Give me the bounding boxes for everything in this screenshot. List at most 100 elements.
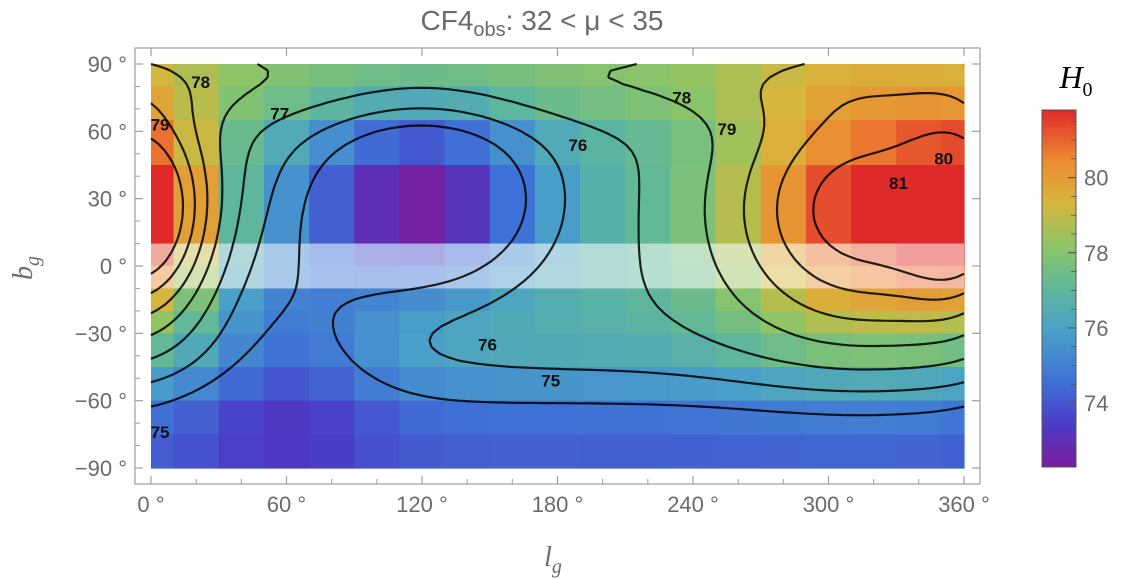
heatmap-cell	[263, 165, 310, 245]
heatmap-cell	[354, 165, 401, 245]
heatmap-cell	[580, 400, 626, 435]
heatmap-cell	[263, 333, 310, 368]
heatmap-cell	[534, 434, 581, 469]
colorbar-title: H0	[1058, 59, 1092, 101]
heatmap-cell	[151, 367, 175, 402]
y-axis-label-sub: g	[22, 256, 44, 266]
heatmap-cell	[805, 434, 852, 469]
heatmap-cell	[715, 165, 762, 245]
colorbar-tick-label: 78	[1084, 241, 1108, 266]
heatmap-cell	[263, 64, 310, 88]
heatmap-cell	[263, 310, 310, 334]
heatmap-cell	[309, 86, 355, 121]
heatmap-cell	[173, 400, 220, 435]
heatmap-cell	[896, 86, 943, 121]
contour-label: 75	[541, 371, 560, 390]
heatmap-cell	[715, 400, 762, 435]
heatmap-cell	[173, 120, 220, 166]
heatmap-cell	[489, 86, 536, 121]
heatmap-cell	[354, 64, 401, 88]
heatmap-cell	[489, 434, 536, 469]
heatmap-cell	[263, 400, 310, 435]
contour-line-81	[150, 131, 965, 281]
heatmap-cell	[399, 86, 446, 121]
y-tick-label: 60 °	[88, 119, 127, 144]
heatmap-cell	[489, 165, 536, 245]
heatmap-cell	[851, 165, 897, 245]
heatmap-cell	[399, 64, 446, 88]
heatmap-cell	[760, 86, 807, 121]
heatmap-cell	[625, 64, 672, 88]
x-tick-label: 180 °	[532, 492, 584, 517]
heatmap-cell	[896, 434, 943, 469]
heatmap-cell	[151, 86, 175, 121]
heatmap-cell	[760, 288, 807, 312]
heatmap-cell	[896, 310, 943, 334]
heatmap-cell	[625, 434, 672, 469]
x-axis-label: lg	[544, 542, 562, 578]
heatmap-cell	[851, 400, 897, 435]
heatmap-cell	[263, 434, 310, 469]
heatmap-cell	[896, 367, 943, 402]
contour-label: 76	[568, 136, 587, 155]
heatmap-cell	[399, 310, 446, 334]
heatmap-cell	[805, 367, 852, 402]
heatmap-cell	[309, 165, 355, 245]
heatmap-cell	[309, 288, 355, 312]
heatmap-cell	[625, 165, 672, 245]
heatmap-cell	[670, 367, 717, 402]
contour-label: 78	[191, 73, 210, 92]
heatmap-cell	[444, 64, 491, 88]
colorbar: H0 74 76 78 80	[1041, 59, 1108, 468]
heatmap-cell	[896, 165, 943, 245]
heatmap-cell	[715, 86, 762, 121]
contour-label: 80	[934, 149, 953, 168]
heatmap-cell	[354, 400, 401, 435]
heatmap-cell	[444, 288, 491, 312]
heatmap-cell	[444, 120, 491, 166]
galactic-plane-mask	[151, 243, 964, 289]
y-axis-label-main: b	[8, 266, 39, 280]
heatmap-cell	[534, 64, 581, 88]
heatmap-cell	[941, 434, 965, 469]
heatmap-cell	[489, 367, 536, 402]
heatmap-cell	[760, 310, 807, 334]
contour-line-76	[150, 107, 965, 393]
heatmap-cell	[580, 434, 626, 469]
heatmap-cell	[851, 367, 897, 402]
y-tick-label: 30 °	[88, 187, 127, 212]
heatmap-cell	[534, 333, 581, 368]
heatmap-cell	[354, 367, 401, 402]
heatmap-cell	[941, 64, 965, 88]
heatmap-cell	[670, 64, 717, 88]
contour-label: 75	[151, 423, 170, 442]
heatmap-cell	[173, 288, 220, 312]
heatmap-cell	[309, 400, 355, 435]
x-tick-label: 0 °	[137, 492, 164, 517]
x-tick-label: 360 °	[938, 492, 990, 517]
heatmap-cell	[670, 165, 717, 245]
heatmap-cell	[760, 400, 807, 435]
heatmap-cell	[263, 288, 310, 312]
contour-label: 76	[478, 336, 497, 355]
contour-lines	[150, 62, 965, 417]
heatmap-cell	[805, 120, 852, 166]
heatmap-cell	[625, 400, 672, 435]
heatmap-cell	[941, 288, 965, 312]
heatmap-cell	[444, 434, 491, 469]
heatmap-cell	[760, 434, 807, 469]
contour-label: 79	[151, 116, 170, 135]
heatmap-cell	[444, 367, 491, 402]
contour-label: 81	[889, 174, 908, 193]
heatmap-cell	[670, 288, 717, 312]
heatmap-cell	[534, 288, 581, 312]
contour-line-78	[150, 62, 965, 348]
title-rest: : 32 < μ < 35	[506, 5, 664, 36]
y-axis-label: bg	[8, 256, 44, 280]
title-prefix: CF4	[421, 5, 474, 36]
y-tick-label: −90 °	[75, 456, 127, 481]
colorbar-title-sub: 0	[1083, 79, 1093, 101]
heatmap-cell	[896, 333, 943, 368]
heatmap-cell	[444, 310, 491, 334]
